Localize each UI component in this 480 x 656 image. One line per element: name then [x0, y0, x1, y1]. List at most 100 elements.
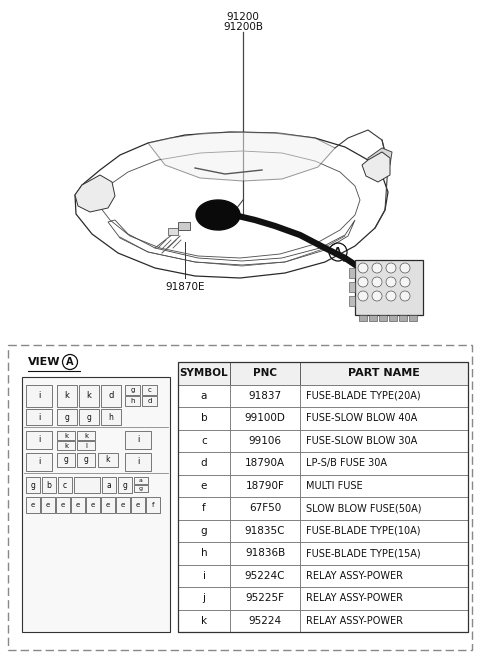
Bar: [300, 362, 468, 384]
Bar: [300, 565, 468, 587]
Text: FUSE-SLOW BLOW 40A: FUSE-SLOW BLOW 40A: [306, 413, 417, 423]
Circle shape: [358, 277, 368, 287]
Text: e: e: [136, 502, 140, 508]
Text: g: g: [201, 525, 207, 536]
Bar: [349, 282, 355, 292]
Text: A: A: [66, 357, 74, 367]
Bar: [26, 497, 40, 513]
Bar: [230, 520, 300, 542]
Bar: [101, 385, 121, 407]
Text: e: e: [106, 502, 110, 508]
Text: g: g: [31, 480, 36, 489]
Text: a: a: [107, 480, 111, 489]
Bar: [125, 453, 151, 471]
Text: j: j: [203, 593, 205, 604]
Bar: [74, 477, 100, 493]
Text: k: k: [106, 455, 110, 464]
Bar: [389, 315, 397, 321]
Bar: [359, 315, 367, 321]
Bar: [300, 520, 468, 542]
Text: SYMBOL: SYMBOL: [180, 368, 228, 379]
Bar: [230, 542, 300, 565]
Text: 99106: 99106: [249, 436, 281, 445]
Bar: [57, 385, 77, 407]
Text: i: i: [203, 571, 205, 581]
Circle shape: [400, 263, 410, 273]
Bar: [399, 315, 407, 321]
Polygon shape: [75, 175, 115, 212]
Text: f: f: [202, 503, 206, 513]
Polygon shape: [196, 200, 240, 230]
Bar: [22, 377, 170, 632]
Text: d: d: [147, 398, 152, 404]
Circle shape: [372, 277, 382, 287]
Text: c: c: [63, 480, 67, 489]
Text: k: k: [65, 392, 70, 401]
Bar: [56, 497, 70, 513]
Bar: [77, 453, 95, 467]
Text: FUSE-BLADE TYPE(20A): FUSE-BLADE TYPE(20A): [306, 391, 420, 401]
Bar: [146, 497, 160, 513]
Bar: [230, 497, 300, 520]
Text: g: g: [84, 455, 88, 464]
Text: 18790A: 18790A: [245, 459, 285, 468]
Bar: [178, 542, 230, 565]
Bar: [101, 409, 121, 425]
Bar: [349, 268, 355, 278]
Text: d: d: [201, 459, 207, 468]
Text: b: b: [47, 480, 51, 489]
Bar: [98, 453, 118, 467]
Bar: [77, 441, 95, 450]
Text: MULTI FUSE: MULTI FUSE: [306, 481, 362, 491]
Bar: [57, 441, 75, 450]
Circle shape: [372, 291, 382, 301]
Bar: [26, 385, 52, 407]
Text: g: g: [63, 455, 69, 464]
Text: FUSE-BLADE TYPE(15A): FUSE-BLADE TYPE(15A): [306, 548, 420, 558]
Text: e: e: [46, 502, 50, 508]
Bar: [300, 407, 468, 430]
Text: RELAY ASSY-POWER: RELAY ASSY-POWER: [306, 616, 403, 626]
Bar: [79, 385, 99, 407]
Text: PNC: PNC: [253, 368, 277, 379]
Text: e: e: [76, 502, 80, 508]
Bar: [178, 497, 230, 520]
Bar: [86, 497, 100, 513]
Text: i: i: [38, 413, 40, 422]
Bar: [71, 497, 85, 513]
Text: h: h: [130, 398, 135, 404]
Text: k: k: [64, 432, 68, 438]
Bar: [116, 497, 130, 513]
Text: k: k: [201, 616, 207, 626]
Bar: [131, 497, 145, 513]
Bar: [57, 453, 75, 467]
Bar: [77, 431, 95, 440]
Bar: [230, 384, 300, 407]
Circle shape: [386, 291, 396, 301]
Bar: [101, 497, 115, 513]
Bar: [178, 609, 230, 632]
Bar: [300, 384, 468, 407]
Text: g: g: [139, 486, 143, 491]
Text: g: g: [65, 413, 70, 422]
Text: f: f: [152, 502, 154, 508]
Polygon shape: [368, 148, 392, 168]
Bar: [230, 587, 300, 609]
Bar: [178, 362, 230, 384]
Bar: [142, 385, 157, 395]
Text: 91835C: 91835C: [245, 525, 285, 536]
Text: i: i: [38, 436, 40, 445]
Text: SLOW BLOW FUSE(50A): SLOW BLOW FUSE(50A): [306, 503, 421, 513]
Text: a: a: [201, 391, 207, 401]
Bar: [125, 385, 140, 395]
Text: RELAY ASSY-POWER: RELAY ASSY-POWER: [306, 571, 403, 581]
Text: e: e: [61, 502, 65, 508]
Text: i: i: [38, 392, 40, 401]
Bar: [79, 409, 99, 425]
Bar: [369, 315, 377, 321]
Bar: [41, 497, 55, 513]
Bar: [300, 609, 468, 632]
Bar: [134, 485, 148, 492]
Text: 91837: 91837: [249, 391, 282, 401]
Text: a: a: [139, 478, 143, 483]
